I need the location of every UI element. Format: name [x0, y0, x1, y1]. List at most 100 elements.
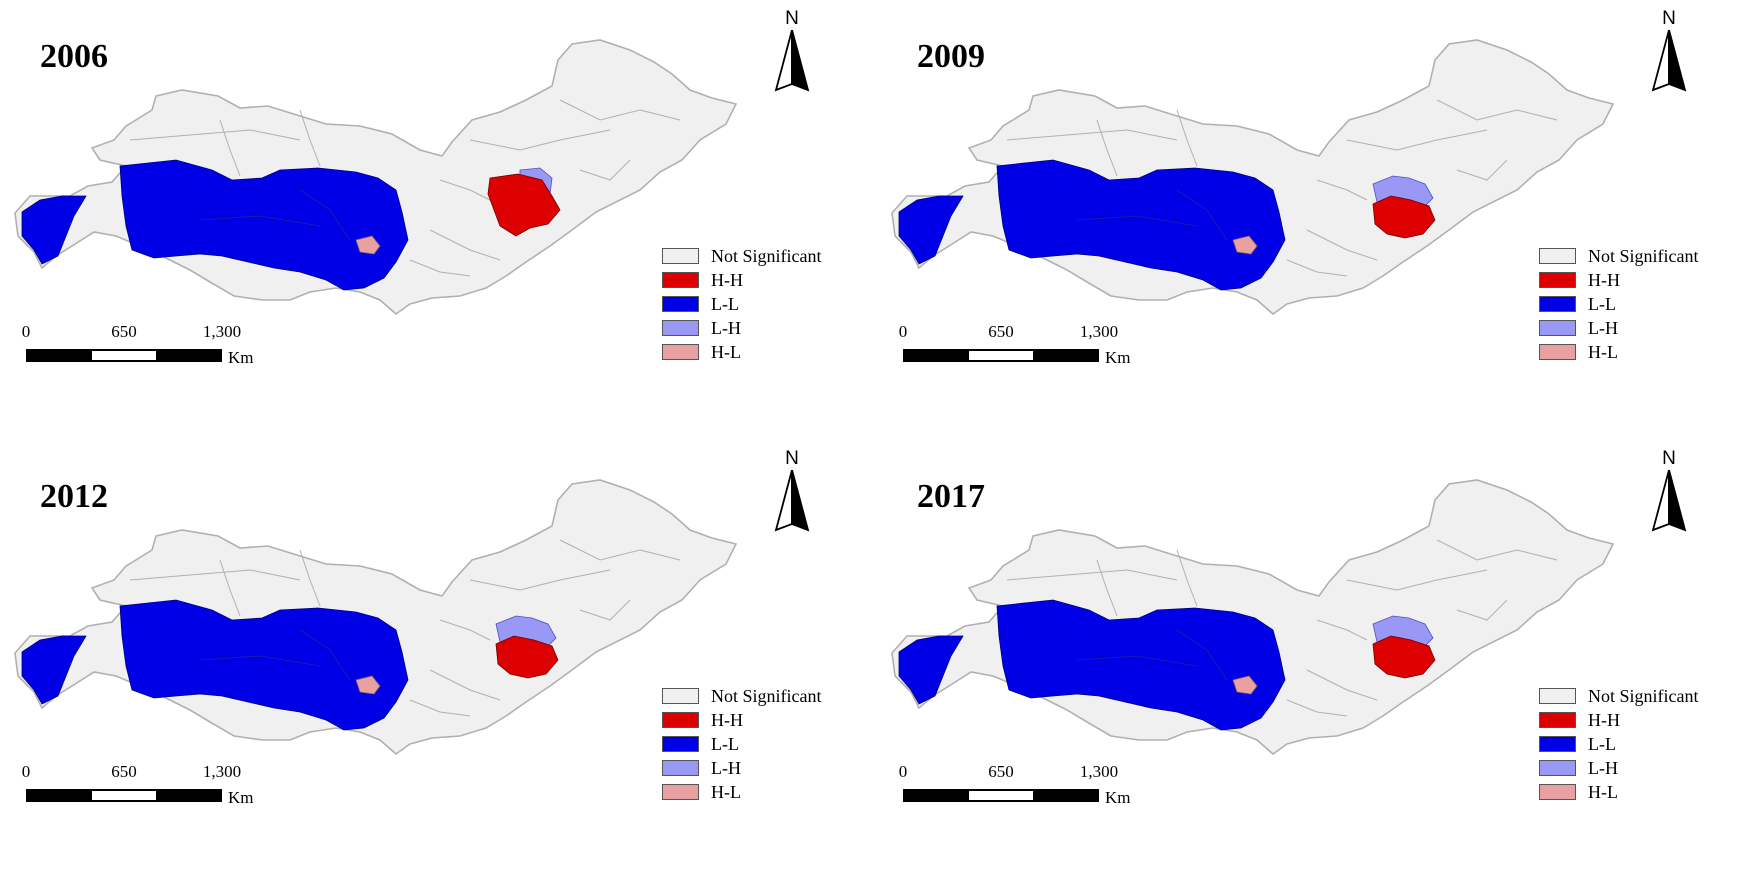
county-boundary [1176, 549, 1198, 607]
county-boundary [1176, 109, 1198, 167]
legend: Not Significant H-H L-L L-H H-L [662, 244, 822, 364]
legend-label: L-L [1588, 733, 1616, 754]
legend-item: L-H [662, 316, 822, 340]
region-hl [355, 675, 381, 695]
county-boundary [199, 189, 351, 241]
legend-label: H-H [1588, 709, 1620, 730]
legend-item: H-L [1539, 340, 1699, 364]
legend-label: H-L [1588, 781, 1618, 802]
north-arrow: N [770, 448, 814, 538]
legend-swatch [1539, 248, 1576, 264]
legend-item: L-H [1539, 756, 1699, 780]
north-arrow: N [770, 8, 814, 98]
scale-bar-graphic [26, 789, 222, 802]
legend-item: H-L [662, 340, 822, 364]
scale-bar-graphic [26, 349, 222, 362]
legend-label: H-L [1588, 341, 1618, 362]
legend-label: L-H [711, 757, 741, 778]
legend-item: H-H [662, 268, 822, 292]
legend-label: H-H [1588, 269, 1620, 290]
legend-label: H-H [711, 269, 743, 290]
scale-unit: Km [228, 348, 254, 367]
county-boundary [429, 669, 501, 701]
legend-swatch [662, 320, 699, 336]
legend-item: H-H [662, 708, 822, 732]
county-boundary [1436, 539, 1558, 561]
scale-tick-label: 1,300 [1079, 322, 1119, 341]
region-ll-main [996, 159, 1286, 291]
north-arrow-right-half [791, 30, 810, 92]
region-hh [495, 635, 559, 679]
north-label: N [785, 448, 799, 469]
legend-swatch [1539, 688, 1576, 704]
county-boundary [1316, 179, 1368, 201]
scale-segment [1033, 351, 1097, 360]
scale-tick-label: 1,300 [202, 762, 242, 781]
legend-swatch [662, 296, 699, 312]
north-arrow-left-half [774, 30, 793, 92]
legend-item: L-L [662, 732, 822, 756]
north-arrow-icon [774, 30, 810, 92]
north-label: N [1662, 8, 1676, 29]
scale-segment [156, 351, 220, 360]
county-boundary [299, 549, 321, 607]
scale-tick-label: 0 [21, 762, 31, 781]
scale-bar: 0 650 1,300 Km [22, 762, 266, 822]
region-ll-main [119, 599, 409, 731]
legend-swatch [662, 712, 699, 728]
county-boundary [409, 699, 471, 717]
legend-swatch [662, 784, 699, 800]
county-boundary [1316, 619, 1368, 641]
legend-label: Not Significant [711, 245, 822, 266]
legend-item: H-H [1539, 268, 1699, 292]
legend-item: H-H [1539, 708, 1699, 732]
county-boundary [1346, 129, 1488, 151]
legend-item: H-L [662, 780, 822, 804]
county-boundary [1456, 159, 1508, 181]
region-ll-west [898, 195, 964, 265]
scale-unit: Km [228, 788, 254, 807]
map-canvas [14, 39, 738, 316]
scale-tick-label: 1,300 [1079, 762, 1119, 781]
legend-swatch [1539, 320, 1576, 336]
county-boundary [1006, 569, 1178, 581]
legend: Not Significant H-H L-L L-H H-L [1539, 244, 1699, 364]
legend-label: Not Significant [711, 685, 822, 706]
scale-tick-label: 1,300 [202, 322, 242, 341]
legend-label: H-H [711, 709, 743, 730]
legend: Not Significant H-H L-L L-H H-L [662, 684, 822, 804]
region-ll-west [21, 195, 87, 265]
north-arrow: N [1647, 8, 1691, 98]
panel-year: 2012 [40, 478, 108, 515]
scale-bar-graphic [903, 349, 1099, 362]
north-arrow-icon [774, 470, 810, 532]
north-arrow: N [1647, 448, 1691, 538]
county-boundary [129, 569, 301, 581]
legend-swatch [1539, 344, 1576, 360]
county-boundary [579, 599, 631, 621]
legend-swatch [1539, 296, 1576, 312]
legend-swatch [662, 344, 699, 360]
county-boundary [409, 259, 471, 277]
north-arrow-right-half [1668, 470, 1687, 532]
legend-item: Not Significant [1539, 244, 1699, 268]
county-boundary [1076, 189, 1228, 241]
legend-item: H-L [1539, 780, 1699, 804]
legend-label: H-L [711, 781, 741, 802]
legend-swatch [662, 272, 699, 288]
region-hl [1232, 235, 1258, 255]
legend-label: L-H [1588, 317, 1618, 338]
legend-item: Not Significant [662, 244, 822, 268]
north-arrow-right-half [1668, 30, 1687, 92]
map-panel-2009: 2009 N Not Significant H-H L-L L-H H-L 0 650 1,3… [877, 0, 1754, 439]
legend-swatch [662, 736, 699, 752]
county-boundary [469, 129, 611, 151]
scale-bar: 0 650 1,300 Km [899, 322, 1143, 382]
scale-unit: Km [1105, 788, 1131, 807]
scale-tick-label: 650 [111, 762, 137, 781]
region-hl [1232, 675, 1258, 695]
county-boundary [1306, 669, 1378, 701]
county-boundary [219, 559, 241, 617]
legend-swatch [1539, 784, 1576, 800]
region-ll-main [119, 159, 409, 291]
